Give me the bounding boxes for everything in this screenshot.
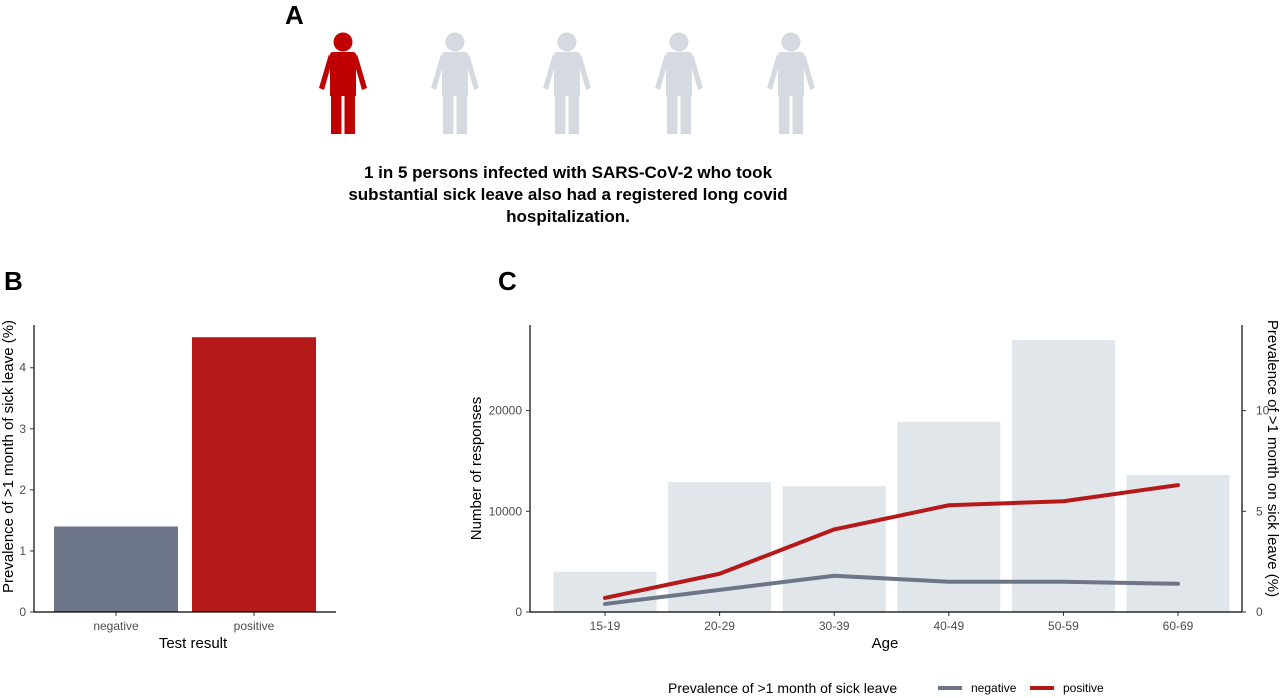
legend-label: positive: [1063, 681, 1104, 695]
response-bar-30-39: [782, 486, 886, 612]
response-bar-50-59: [1011, 340, 1115, 612]
x-axis-title: Age: [872, 635, 899, 652]
y2-axis-title: Prevalence of >1 month on sick leave (%): [1264, 320, 1280, 597]
series-line-positive: [603, 483, 1180, 600]
x-tick-label: 20-29: [704, 619, 735, 633]
combo-chart-age: 15-19 20-29 30-39 40-49 50-59 60-69 0 10000 2000…: [468, 320, 1280, 696]
y-tick-label: 4: [19, 361, 26, 375]
y-axis-title: Prevalence of >1 month of sick leave (%): [0, 320, 17, 593]
bar-chart-test-result: negative positive 0 1 2 3 4 Test result Prevalen…: [0, 320, 336, 652]
person-icon: [655, 32, 703, 134]
x-tick-label: 40-49: [933, 619, 964, 633]
legend-item-negative: negative: [938, 681, 1017, 695]
person-icon: [767, 32, 815, 134]
legend-title: Prevalence of >1 month of sick leave: [668, 680, 897, 696]
y-axis-title: Number of responses: [468, 397, 485, 540]
y-tick-label: 0: [515, 605, 522, 619]
response-bar-60-69: [1126, 475, 1230, 612]
panel-label-c: C: [498, 266, 517, 296]
series-line-negative: [603, 573, 1180, 606]
bar-positive: [192, 337, 316, 612]
x-tick-label: 30-39: [819, 619, 850, 633]
y-tick-label: 20000: [489, 404, 523, 418]
legend-label: negative: [971, 681, 1017, 695]
bar-negative: [54, 526, 178, 612]
x-tick-label: 15-19: [590, 619, 621, 633]
y-tick-label: 1: [19, 544, 26, 558]
x-axis-title: Test result: [159, 635, 228, 652]
y-tick-label: 10000: [489, 504, 523, 518]
panel-label-b: B: [4, 266, 23, 296]
person-icon: [431, 32, 479, 134]
panel-label-a: A: [285, 0, 304, 30]
person-icon: [543, 32, 591, 134]
y-tick-label: 2: [19, 483, 26, 497]
y-tick-label: 3: [19, 422, 26, 436]
y2-tick-label: 5: [1256, 504, 1263, 518]
x-tick-label: positive: [234, 619, 275, 633]
x-tick-label: 60-69: [1163, 619, 1194, 633]
y-tick-label: 0: [19, 605, 26, 619]
x-tick-label: 50-59: [1048, 619, 1079, 633]
person-icons-row: [319, 32, 815, 134]
person-icon: [319, 32, 367, 134]
legend-item-positive: positive: [1030, 681, 1104, 695]
y2-tick-label: 10: [1256, 404, 1270, 418]
infographic-caption: 1 in 5 persons infected with SARS-CoV-2 …: [348, 163, 788, 226]
y2-tick-label: 0: [1256, 605, 1263, 619]
x-tick-label: negative: [93, 619, 139, 633]
